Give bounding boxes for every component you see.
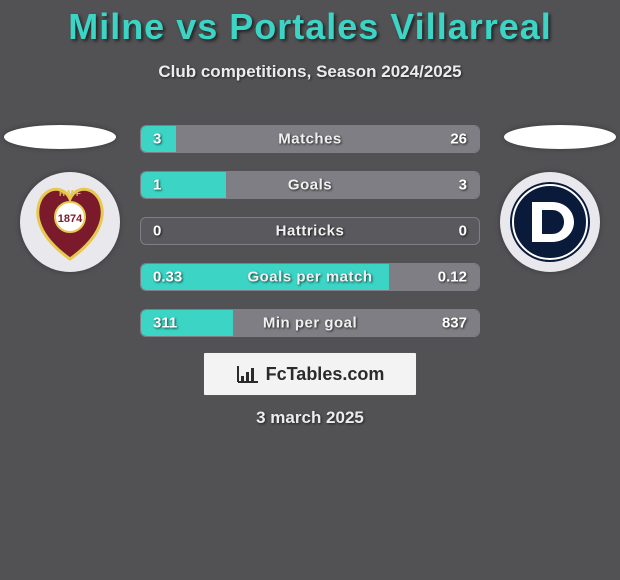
stat-row: 1 3 Goals: [140, 171, 480, 199]
stat-row: 3 26 Matches: [140, 125, 480, 153]
player-ellipse-left: [4, 125, 116, 149]
chart-icon: [236, 364, 260, 384]
hearts-crest-icon: 1874 H M F: [29, 181, 111, 263]
brand-badge[interactable]: FcTables.com: [203, 352, 417, 396]
svg-text:H M F: H M F: [59, 189, 81, 198]
stat-value-left: 1: [153, 177, 161, 194]
stat-value-left: 0: [153, 223, 161, 240]
stat-label: Min per goal: [263, 315, 357, 332]
dundee-crest-icon: FC: [508, 180, 592, 264]
stat-value-left: 311: [153, 315, 177, 332]
svg-text:1874: 1874: [58, 213, 83, 225]
subtitle: Club competitions, Season 2024/2025: [0, 62, 620, 82]
stat-value-left: 3: [153, 131, 161, 148]
player-ellipse-right: [504, 125, 616, 149]
svg-text:FC: FC: [542, 217, 558, 231]
stat-row: 0.33 0.12 Goals per match: [140, 263, 480, 291]
date-label: 3 march 2025: [0, 408, 620, 428]
team-badge-left: 1874 H M F: [20, 172, 120, 272]
stat-row: 311 837 Min per goal: [140, 309, 480, 337]
stat-label: Goals per match: [247, 269, 372, 286]
stat-bar-right: [226, 172, 480, 198]
team-badge-right: FC: [500, 172, 600, 272]
stat-label: Hattricks: [276, 223, 345, 240]
stat-value-right: 0.12: [438, 269, 467, 286]
stat-value-right: 837: [442, 315, 467, 332]
stat-value-right: 26: [450, 131, 467, 148]
stat-value-right: 0: [459, 223, 467, 240]
stat-label: Goals: [288, 177, 332, 194]
stat-row: 0 0 Hattricks: [140, 217, 480, 245]
page-title: Milne vs Portales Villarreal: [0, 0, 620, 48]
brand-text: FcTables.com: [266, 364, 385, 385]
stat-label: Matches: [278, 131, 342, 148]
stat-value-right: 3: [459, 177, 467, 194]
stats-table: 3 26 Matches 1 3 Goals 0 0 Hattricks 0.33 0.12 Goal…: [140, 125, 480, 355]
stat-value-left: 0.33: [153, 269, 182, 286]
